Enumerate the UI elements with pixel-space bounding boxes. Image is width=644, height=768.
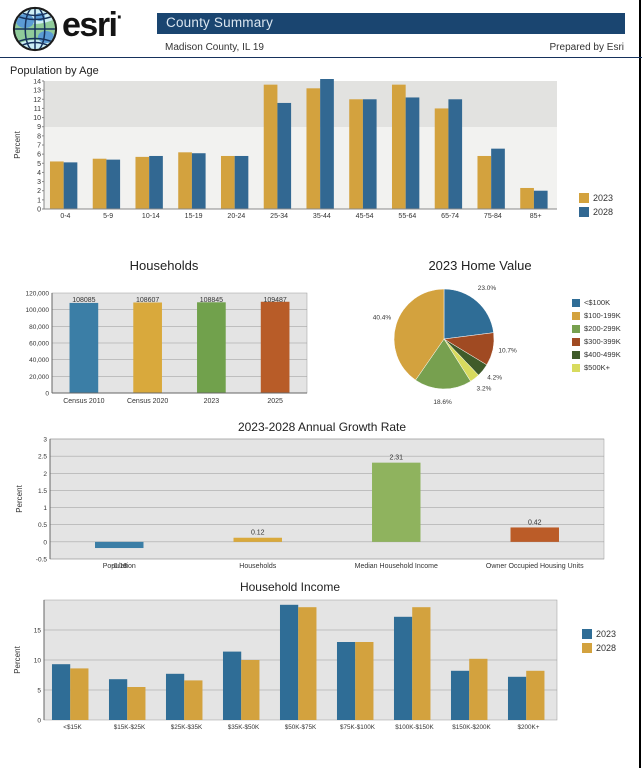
svg-text:10: 10 [34, 658, 42, 665]
svg-text:100,000: 100,000 [26, 307, 50, 314]
svg-text:2025: 2025 [267, 398, 283, 405]
svg-text:15-19: 15-19 [185, 213, 203, 220]
svg-text:65-74: 65-74 [441, 213, 459, 220]
svg-text:4.2%: 4.2% [487, 375, 502, 382]
svg-text:10-14: 10-14 [142, 213, 160, 220]
svg-text:108845: 108845 [200, 297, 223, 304]
svg-text:0: 0 [37, 207, 41, 214]
svg-text:20-24: 20-24 [227, 213, 245, 220]
svg-text:109487: 109487 [263, 297, 286, 304]
svg-text:10: 10 [33, 115, 41, 122]
svg-text:14: 14 [33, 79, 41, 86]
svg-text:Percent: Percent [15, 484, 24, 512]
svg-text:40.4%: 40.4% [373, 315, 392, 322]
svg-text:2.5: 2.5 [38, 454, 47, 461]
svg-text:$75K-$100K: $75K-$100K [340, 724, 376, 731]
svg-text:60,000: 60,000 [29, 341, 49, 348]
svg-text:5: 5 [37, 688, 41, 695]
svg-text:11: 11 [34, 106, 41, 113]
svg-text:108607: 108607 [136, 297, 159, 304]
svg-text:-0.18: -0.18 [111, 563, 127, 570]
svg-text:10.7%: 10.7% [498, 347, 517, 354]
svg-text:18.6%: 18.6% [433, 399, 452, 406]
svg-text:45-54: 45-54 [356, 213, 374, 220]
svg-text:<$15K: <$15K [63, 724, 82, 731]
svg-text:1: 1 [37, 197, 41, 204]
svg-text:0: 0 [45, 391, 49, 398]
svg-text:$15K-$25K: $15K-$25K [114, 724, 146, 731]
svg-text:13: 13 [33, 88, 41, 95]
svg-text:$150K-$200K: $150K-$200K [452, 724, 491, 731]
svg-text:0.12: 0.12 [251, 530, 265, 537]
svg-text:25-34: 25-34 [270, 213, 288, 220]
svg-text:Census 2020: Census 2020 [127, 398, 168, 405]
svg-text:3: 3 [37, 179, 41, 186]
svg-text:3: 3 [43, 437, 47, 444]
svg-text:0: 0 [43, 539, 47, 546]
svg-text:2023: 2023 [204, 398, 220, 405]
svg-text:Households: Households [239, 563, 276, 570]
svg-text:Owner Occupied Housing Units: Owner Occupied Housing Units [486, 563, 584, 570]
svg-text:12: 12 [33, 97, 41, 104]
svg-text:5-9: 5-9 [103, 213, 113, 220]
svg-text:6: 6 [37, 152, 41, 159]
svg-text:23.0%: 23.0% [478, 285, 497, 292]
svg-text:Percent: Percent [13, 645, 22, 673]
svg-text:2.31: 2.31 [389, 455, 403, 462]
svg-text:8: 8 [37, 133, 41, 140]
svg-text:1: 1 [43, 505, 47, 512]
svg-text:$35K-$50K: $35K-$50K [228, 724, 260, 731]
svg-text:7: 7 [37, 143, 41, 150]
svg-text:0.5: 0.5 [38, 522, 47, 529]
svg-text:1.5: 1.5 [38, 488, 47, 495]
svg-text:9: 9 [37, 124, 41, 131]
svg-text:4: 4 [37, 170, 41, 177]
svg-text:20,000: 20,000 [29, 374, 49, 381]
svg-text:0: 0 [37, 718, 41, 725]
svg-text:2: 2 [37, 188, 41, 195]
svg-text:$200K+: $200K+ [518, 724, 540, 731]
svg-text:0.42: 0.42 [528, 519, 542, 526]
svg-text:15: 15 [34, 628, 42, 635]
svg-text:3.2%: 3.2% [477, 385, 492, 392]
svg-text:0-4: 0-4 [60, 213, 70, 220]
svg-text:$50K-$75K: $50K-$75K [285, 724, 317, 731]
svg-text:$25K-$35K: $25K-$35K [171, 724, 203, 731]
svg-text:Median Household Income: Median Household Income [355, 563, 438, 570]
svg-text:75-84: 75-84 [484, 213, 502, 220]
svg-text:85+: 85+ [530, 213, 542, 220]
svg-text:Percent: Percent [13, 130, 22, 158]
svg-text:35-44: 35-44 [313, 213, 331, 220]
svg-text:5: 5 [37, 161, 41, 168]
svg-text:-0.5: -0.5 [36, 557, 48, 564]
svg-text:80,000: 80,000 [29, 324, 49, 331]
svg-text:55-64: 55-64 [398, 213, 416, 220]
svg-text:120,000: 120,000 [26, 291, 50, 298]
svg-text:40,000: 40,000 [29, 357, 49, 364]
svg-text:108085: 108085 [72, 297, 95, 304]
svg-text:$100K-$150K: $100K-$150K [395, 724, 434, 731]
svg-text:Census 2010: Census 2010 [63, 398, 104, 405]
svg-text:2: 2 [43, 471, 47, 478]
